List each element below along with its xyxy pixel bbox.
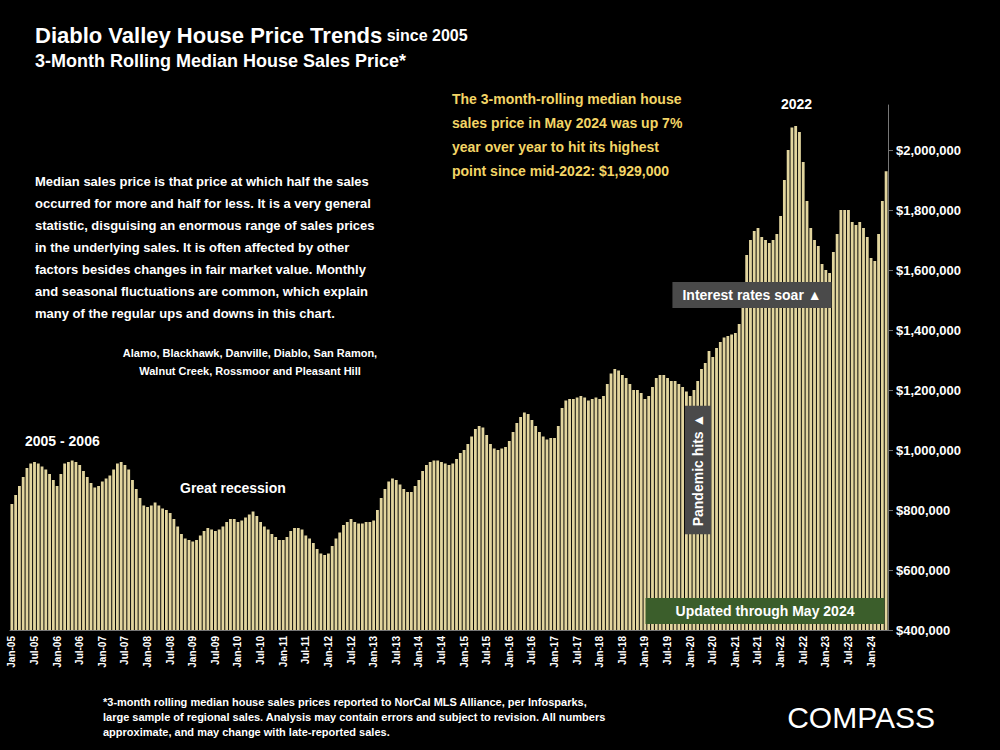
svg-text:Jul-18: Jul-18 bbox=[617, 636, 628, 665]
svg-text:point since mid-2022: $1,929,0: point since mid-2022: $1,929,000 bbox=[452, 163, 669, 179]
svg-text:in the underlying sales. It is: in the underlying sales. It is often aff… bbox=[35, 240, 349, 255]
svg-text:Jul-16: Jul-16 bbox=[526, 636, 537, 665]
svg-text:$1,400,000: $1,400,000 bbox=[896, 323, 961, 338]
svg-text:Jan-19: Jan-19 bbox=[639, 636, 650, 668]
svg-text:Jul-22: Jul-22 bbox=[798, 636, 809, 665]
svg-text:and seasonal fluctuations are: and seasonal fluctuations are common, wh… bbox=[35, 284, 368, 299]
svg-text:Jan-13: Jan-13 bbox=[368, 636, 379, 668]
svg-text:sales price in May 2024 was up: sales price in May 2024 was up 7% bbox=[452, 115, 683, 131]
svg-text:Jan-08: Jan-08 bbox=[142, 636, 153, 668]
svg-text:Jan-16: Jan-16 bbox=[504, 636, 515, 668]
svg-text:Jan-11: Jan-11 bbox=[278, 636, 289, 668]
svg-text:Jan-20: Jan-20 bbox=[685, 636, 696, 668]
svg-text:many of the regular ups and do: many of the regular ups and downs in thi… bbox=[35, 306, 335, 321]
svg-text:Jan-15: Jan-15 bbox=[459, 636, 470, 668]
svg-text:Jul-23: Jul-23 bbox=[843, 636, 854, 665]
svg-text:Jul-15: Jul-15 bbox=[481, 636, 492, 665]
svg-text:Walnut Creek, Rossmoor and Ple: Walnut Creek, Rossmoor and Pleasant Hill bbox=[139, 365, 360, 377]
svg-text:large sample of regional sales: large sample of regional sales. Analysis… bbox=[103, 711, 605, 723]
svg-text:Jul-06: Jul-06 bbox=[74, 636, 85, 665]
svg-text:Jul-20: Jul-20 bbox=[707, 636, 718, 665]
svg-text:Median sales price is that pri: Median sales price is that price at whic… bbox=[35, 174, 369, 189]
svg-text:$1,000,000: $1,000,000 bbox=[896, 443, 961, 458]
svg-text:Jul-14: Jul-14 bbox=[436, 636, 447, 665]
svg-text:Interest rates soar ▲: Interest rates soar ▲ bbox=[682, 287, 821, 303]
svg-text:Jan-05: Jan-05 bbox=[6, 636, 17, 668]
svg-text:2005 - 2006: 2005 - 2006 bbox=[25, 433, 100, 449]
svg-text:Jul-17: Jul-17 bbox=[572, 636, 583, 665]
svg-text:Jan-06: Jan-06 bbox=[52, 636, 63, 668]
svg-text:Pandemic hits ▲: Pandemic hits ▲ bbox=[690, 414, 706, 527]
svg-text:Jan-21: Jan-21 bbox=[730, 636, 741, 668]
svg-text:$1,200,000: $1,200,000 bbox=[896, 383, 961, 398]
svg-text:Jul-19: Jul-19 bbox=[662, 636, 673, 665]
svg-text:factors besides changes in fai: factors besides changes in fair market v… bbox=[35, 262, 367, 277]
svg-text:$400,000: $400,000 bbox=[896, 623, 950, 638]
svg-text:Jan-24: Jan-24 bbox=[866, 636, 877, 668]
svg-text:year over year to hit its high: year over year to hit its highest bbox=[452, 139, 659, 155]
svg-text:approximate, and may change wi: approximate, and may change with late-re… bbox=[103, 726, 390, 738]
svg-text:Jan-23: Jan-23 bbox=[820, 636, 831, 668]
svg-text:Jul-10: Jul-10 bbox=[255, 636, 266, 665]
svg-text:Jul-21: Jul-21 bbox=[752, 636, 763, 665]
svg-text:Jul-12: Jul-12 bbox=[346, 636, 357, 665]
svg-text:Jan-18: Jan-18 bbox=[594, 636, 605, 668]
svg-text:$800,000: $800,000 bbox=[896, 503, 950, 518]
svg-text:Jan-17: Jan-17 bbox=[549, 636, 560, 668]
svg-text:Jan-22: Jan-22 bbox=[775, 636, 786, 668]
svg-text:Jul-05: Jul-05 bbox=[29, 636, 40, 665]
svg-text:since 2005: since 2005 bbox=[382, 27, 468, 44]
svg-text:3-Month Rolling Median House S: 3-Month Rolling Median House Sales Price… bbox=[35, 51, 406, 71]
svg-text:Jul-13: Jul-13 bbox=[391, 636, 402, 665]
svg-text:Diablo Valley House Price Tren: Diablo Valley House Price Trends bbox=[35, 23, 382, 48]
svg-text:Alamo, Blackhawk, Danville, Di: Alamo, Blackhawk, Danville, Diablo, San … bbox=[123, 347, 377, 359]
svg-text:Jan-09: Jan-09 bbox=[187, 636, 198, 668]
svg-text:$1,800,000: $1,800,000 bbox=[896, 203, 961, 218]
svg-text:Jan-12: Jan-12 bbox=[323, 636, 334, 668]
svg-text:Jul-09: Jul-09 bbox=[210, 636, 221, 665]
svg-text:Jan-10: Jan-10 bbox=[232, 636, 243, 668]
svg-text:COMPASS: COMPASS bbox=[787, 701, 935, 734]
svg-text:The 3-month-rolling median hou: The 3-month-rolling median house bbox=[452, 91, 682, 107]
svg-text:*3-month rolling median house: *3-month rolling median house sales pric… bbox=[103, 696, 587, 708]
svg-text:Great recession: Great recession bbox=[180, 480, 286, 496]
svg-text:Jan-14: Jan-14 bbox=[413, 636, 424, 668]
svg-text:2022: 2022 bbox=[781, 96, 812, 112]
svg-text:$2,000,000: $2,000,000 bbox=[896, 143, 961, 158]
svg-text:Jul-07: Jul-07 bbox=[119, 636, 130, 665]
svg-text:statistic, disguising an enorm: statistic, disguising an enormous range … bbox=[35, 218, 375, 233]
svg-text:Jul-08: Jul-08 bbox=[165, 636, 176, 665]
svg-text:Jan-07: Jan-07 bbox=[97, 636, 108, 668]
svg-text:$1,600,000: $1,600,000 bbox=[896, 263, 961, 278]
svg-text:Updated through May 2024: Updated through May 2024 bbox=[676, 603, 855, 619]
svg-text:$600,000: $600,000 bbox=[896, 563, 950, 578]
svg-text:Jul-11: Jul-11 bbox=[300, 636, 311, 665]
svg-text:occurred for more and half for: occurred for more and half for less. It … bbox=[35, 196, 371, 211]
